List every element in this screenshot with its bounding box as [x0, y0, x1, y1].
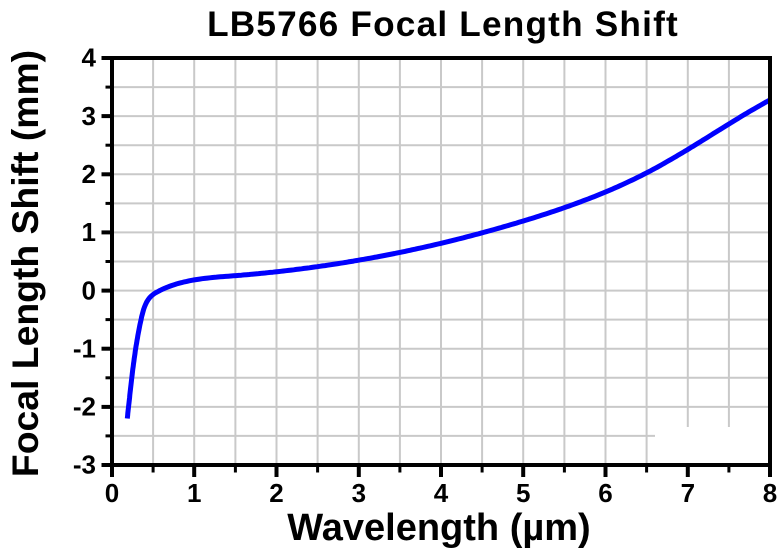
svg-text:3: 3	[352, 478, 366, 508]
svg-text:0: 0	[82, 275, 96, 305]
svg-text:-2: -2	[73, 392, 96, 422]
svg-text:2: 2	[269, 478, 283, 508]
svg-text:1: 1	[82, 217, 96, 247]
svg-text:0: 0	[105, 478, 119, 508]
svg-text:LB5766 Focal Length Shift: LB5766 Focal Length Shift	[207, 5, 679, 44]
svg-text:Wavelength (µm): Wavelength (µm)	[287, 507, 590, 549]
svg-text:2: 2	[82, 159, 96, 189]
svg-text:6: 6	[598, 478, 612, 508]
svg-text:7: 7	[681, 478, 695, 508]
svg-text:-3: -3	[73, 450, 96, 480]
svg-text:4: 4	[82, 43, 97, 73]
svg-text:4: 4	[434, 478, 449, 508]
svg-text:1: 1	[187, 478, 201, 508]
svg-text:5: 5	[516, 478, 530, 508]
svg-text:3: 3	[82, 101, 96, 131]
svg-text:8: 8	[763, 478, 777, 508]
svg-text:Focal Length Shift (mm): Focal Length Shift (mm)	[4, 50, 46, 477]
svg-text:-1: -1	[73, 333, 96, 363]
